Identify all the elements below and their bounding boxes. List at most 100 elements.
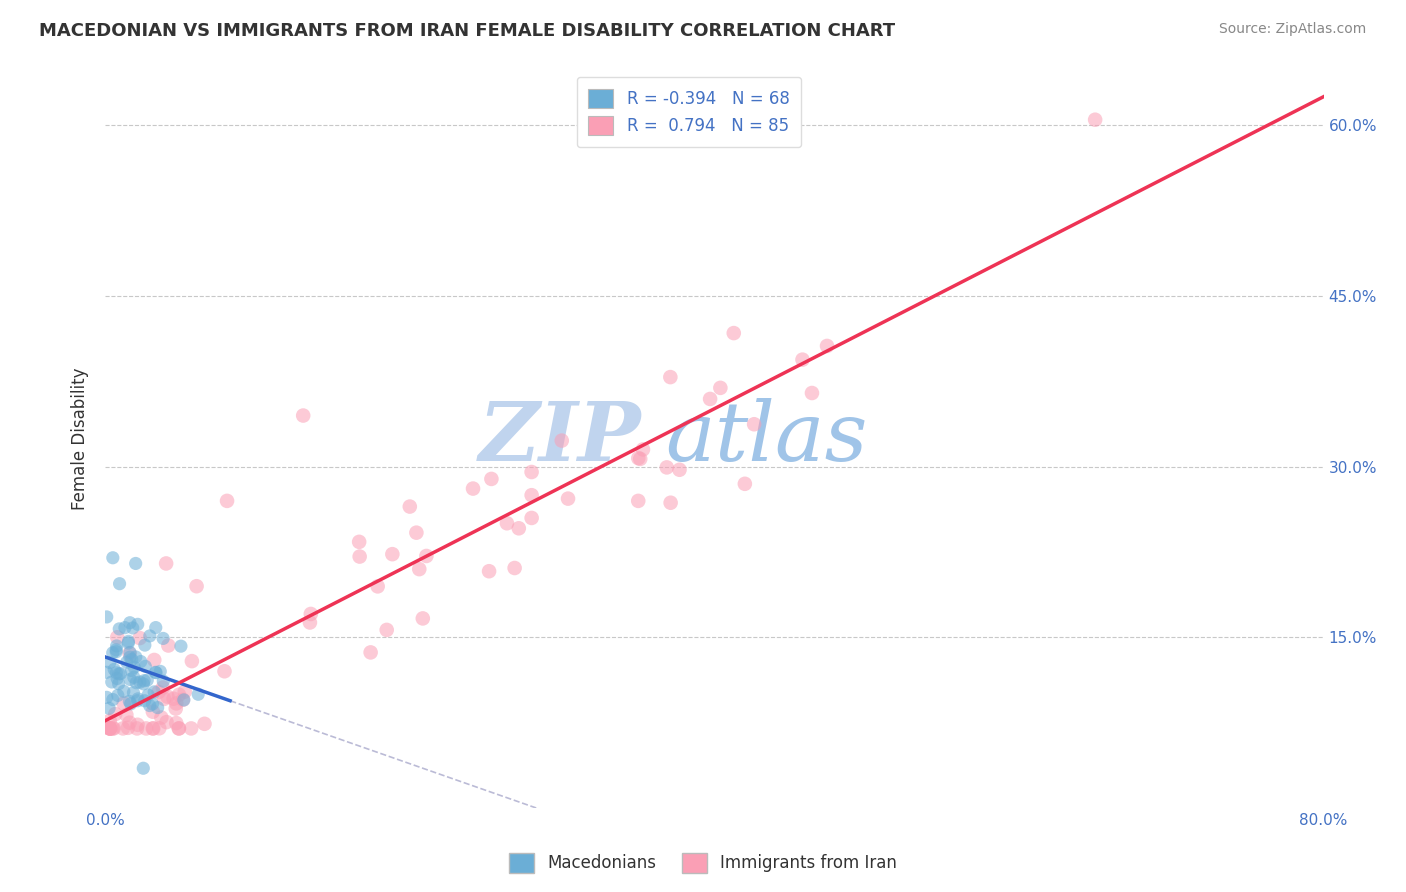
Point — [628, 451, 651, 466]
Point — [668, 463, 690, 477]
Point — [139, 629, 162, 643]
Point — [141, 697, 163, 711]
Point — [136, 673, 159, 687]
Point — [98, 722, 121, 736]
Point — [115, 655, 138, 669]
Point — [142, 722, 165, 736]
Point — [118, 645, 141, 659]
Point — [117, 721, 139, 735]
Point — [132, 673, 155, 688]
Point — [405, 525, 427, 540]
Point — [101, 550, 124, 565]
Point — [398, 500, 420, 514]
Point — [121, 652, 143, 666]
Point — [103, 722, 125, 736]
Point — [349, 549, 371, 564]
Point — [136, 688, 159, 702]
Point — [520, 465, 543, 479]
Point — [655, 460, 678, 475]
Point — [120, 697, 142, 711]
Point — [699, 392, 721, 406]
Point — [118, 650, 141, 665]
Point — [412, 611, 434, 625]
Point — [118, 615, 141, 630]
Point — [108, 667, 131, 681]
Point — [112, 684, 135, 698]
Point — [143, 653, 166, 667]
Point — [105, 665, 128, 680]
Point — [367, 579, 389, 593]
Point — [138, 698, 160, 713]
Point — [100, 675, 122, 690]
Point — [127, 694, 149, 708]
Point — [98, 722, 121, 736]
Point — [121, 621, 143, 635]
Point — [173, 693, 195, 707]
Point — [165, 701, 187, 715]
Point — [156, 690, 179, 704]
Point — [125, 675, 148, 690]
Point — [557, 491, 579, 506]
Point — [152, 674, 174, 689]
Point — [122, 685, 145, 699]
Point — [173, 684, 195, 698]
Point — [132, 761, 155, 775]
Point — [165, 716, 187, 731]
Point — [143, 685, 166, 699]
Point — [659, 370, 682, 384]
Point — [723, 326, 745, 340]
Point — [299, 607, 322, 621]
Point — [125, 722, 148, 736]
Point — [96, 610, 118, 624]
Point — [627, 451, 650, 466]
Point — [105, 639, 128, 653]
Point — [734, 476, 756, 491]
Point — [132, 677, 155, 691]
Point — [360, 645, 382, 659]
Point — [117, 636, 139, 650]
Point — [148, 685, 170, 699]
Point — [659, 496, 682, 510]
Point — [627, 494, 650, 508]
Point — [124, 557, 146, 571]
Point — [157, 639, 180, 653]
Point — [134, 659, 156, 673]
Point — [134, 694, 156, 708]
Point — [110, 666, 132, 681]
Text: Source: ZipAtlas.com: Source: ZipAtlas.com — [1219, 22, 1367, 37]
Y-axis label: Female Disability: Female Disability — [72, 367, 89, 509]
Point — [165, 697, 187, 711]
Point — [111, 722, 134, 736]
Point — [118, 646, 141, 660]
Point — [114, 621, 136, 635]
Point — [167, 722, 190, 736]
Point — [96, 690, 118, 705]
Point — [127, 617, 149, 632]
Point — [503, 561, 526, 575]
Point — [375, 623, 398, 637]
Point — [381, 547, 404, 561]
Point — [118, 715, 141, 730]
Point — [149, 665, 172, 679]
Point — [408, 562, 430, 576]
Point — [101, 646, 124, 660]
Point — [155, 715, 177, 730]
Point — [108, 622, 131, 636]
Point — [152, 632, 174, 646]
Text: atlas: atlas — [665, 399, 868, 478]
Point — [520, 511, 543, 525]
Point — [98, 714, 121, 728]
Point — [103, 662, 125, 676]
Point — [145, 665, 167, 680]
Point — [145, 665, 167, 680]
Point — [118, 694, 141, 708]
Point — [98, 722, 121, 736]
Point — [631, 442, 654, 457]
Point — [298, 615, 321, 630]
Point — [709, 381, 731, 395]
Point — [129, 675, 152, 690]
Text: MACEDONIAN VS IMMIGRANTS FROM IRAN FEMALE DISABILITY CORRELATION CHART: MACEDONIAN VS IMMIGRANTS FROM IRAN FEMAL… — [39, 22, 896, 40]
Point — [347, 534, 370, 549]
Point — [115, 707, 138, 722]
Point — [96, 665, 118, 680]
